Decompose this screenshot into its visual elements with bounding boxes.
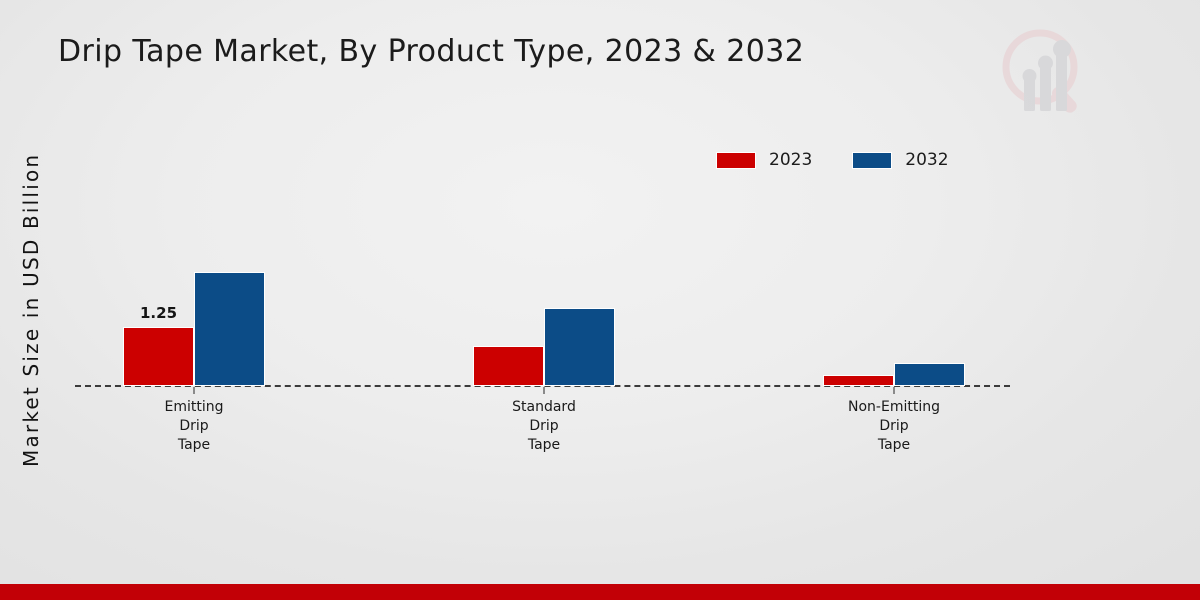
x-axis-label-line2: Drip [529,418,559,434]
bar-2023-non-emitting-drip-tape[interactable] [823,375,894,386]
legend: 2023 2032 [716,150,949,170]
bar-2023-standard-drip-tape[interactable] [473,346,544,386]
x-axis-label-line1: Non-Emitting [848,399,940,415]
bar-group-standard-drip-tape [473,170,615,394]
watermark-logo-icon [992,22,1096,126]
x-axis-baseline [75,385,1010,387]
x-axis-label-line2: Drip [879,418,909,434]
legend-item-2023[interactable]: 2023 [716,150,812,170]
x-axis-label-non-emitting-drip-tape: Non-Emitting Drip Tape [794,398,994,455]
x-axis-label-line3: Tape [877,437,911,453]
x-axis-tick-standard-drip-tape [543,387,545,394]
x-axis-tick-emitting-drip-tape [193,387,195,394]
legend-swatch-2023 [716,151,756,169]
bar-2032-emitting-drip-tape[interactable] [194,272,265,386]
bar-group-non-emitting-drip-tape [823,170,965,394]
plot-area: 1.25 [75,170,1010,394]
x-axis-label-standard-drip-tape: Standard Drip Tape [444,398,644,455]
bar-2032-non-emitting-drip-tape[interactable] [894,363,965,386]
legend-item-2032[interactable]: 2032 [852,150,949,170]
x-axis-tick-non-emitting-drip-tape [893,387,895,394]
bar-2032-standard-drip-tape[interactable] [544,308,615,386]
x-axis-label-line3: Tape [177,437,211,453]
x-axis-label-line1: Emitting [164,399,224,415]
bar-2023-emitting-drip-tape[interactable]: 1.25 [123,304,194,386]
x-axis-label-line2: Drip [179,418,209,434]
bar-group-emitting-drip-tape: 1.25 [123,170,265,394]
x-axis-label-line3: Tape [527,437,561,453]
y-axis-title: Market Size in USD Billion [19,152,43,467]
legend-label-2032: 2032 [905,150,949,170]
legend-label-2023: 2023 [769,150,813,170]
legend-swatch-2032 [852,151,893,169]
bottom-accent-strip [0,584,1200,600]
bar-value-2023-emitting-drip-tape: 1.25 [139,304,178,322]
x-axis-label-line1: Standard [512,399,576,415]
x-axis-label-emitting-drip-tape: Emitting Drip Tape [94,398,294,455]
chart-title: Drip Tape Market, By Product Type, 2023 … [58,34,805,69]
